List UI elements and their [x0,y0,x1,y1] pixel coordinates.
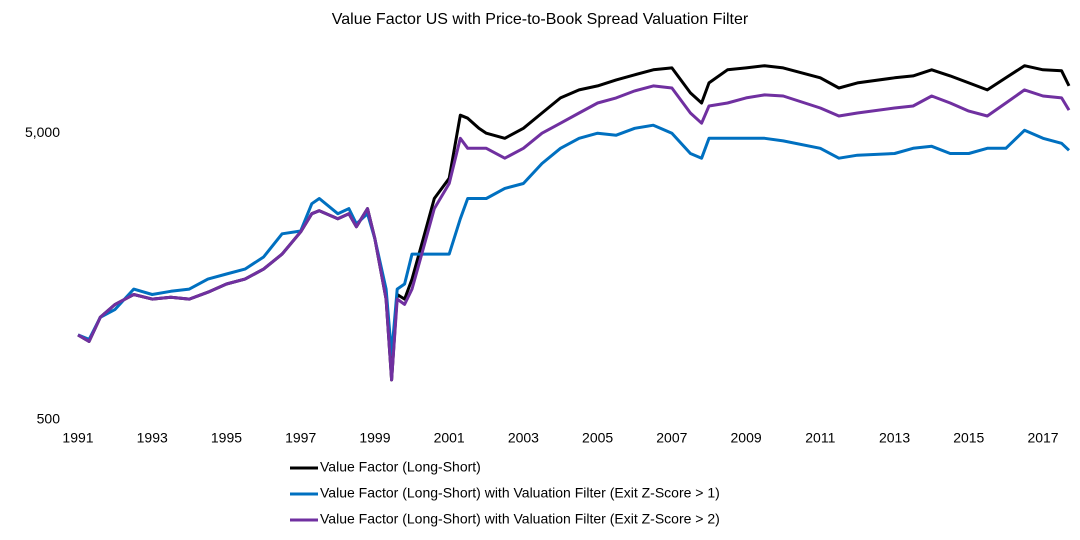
x-tick-label: 1997 [285,430,316,446]
series-line [77,123,1071,357]
x-tick-label: 2003 [508,430,539,446]
x-tick-label: 2007 [656,430,687,446]
x-tick-label: 2013 [879,430,910,446]
legend-label: Value Factor (Long-Short) with Valuation… [320,485,720,501]
x-tick-label: 2005 [582,430,613,446]
y-tick-label: 5,000 [25,124,60,140]
chart-title: Value Factor US with Price-to-Book Sprea… [332,11,749,28]
x-tick-label: 2009 [731,430,762,446]
x-tick-label: 2011 [805,430,835,446]
series-line [77,64,1071,382]
x-tick-label: 1991 [62,430,93,446]
x-tick-label: 1999 [359,430,390,446]
x-tick-label: 2015 [953,430,984,446]
series-line [77,84,1071,382]
y-tick-label: 500 [37,411,61,427]
legend-label: Value Factor (Long-Short) with Valuation… [320,511,720,527]
x-tick-label: 2017 [1027,430,1058,446]
x-tick-label: 1993 [137,430,168,446]
x-tick-label: 1995 [211,430,242,446]
x-tick-label: 2001 [434,430,465,446]
legend-label: Value Factor (Long-Short) [320,459,481,475]
